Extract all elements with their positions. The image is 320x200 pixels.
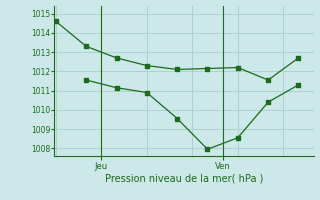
X-axis label: Pression niveau de la mer( hPa ): Pression niveau de la mer( hPa ): [105, 173, 263, 183]
